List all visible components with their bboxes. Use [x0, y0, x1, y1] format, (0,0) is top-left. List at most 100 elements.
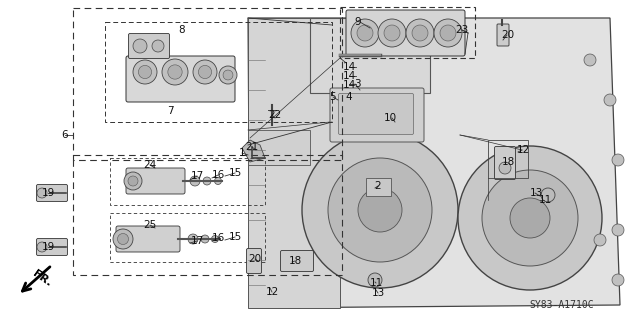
Text: 17: 17 — [190, 171, 204, 181]
Circle shape — [510, 198, 550, 238]
FancyBboxPatch shape — [497, 24, 509, 46]
Text: 20: 20 — [248, 254, 262, 264]
Circle shape — [612, 274, 624, 286]
Text: 13: 13 — [371, 288, 385, 298]
Circle shape — [612, 154, 624, 166]
FancyBboxPatch shape — [116, 226, 180, 252]
Circle shape — [198, 65, 211, 79]
Circle shape — [357, 25, 373, 41]
Bar — [73, 155, 342, 275]
FancyBboxPatch shape — [330, 88, 424, 142]
Circle shape — [193, 60, 217, 84]
Text: 23: 23 — [455, 25, 469, 35]
Circle shape — [133, 60, 157, 84]
Circle shape — [162, 59, 188, 85]
Circle shape — [211, 236, 218, 243]
Bar — [73, 8, 342, 160]
Text: 12: 12 — [517, 145, 529, 155]
Text: 14: 14 — [342, 80, 355, 90]
Circle shape — [138, 65, 152, 79]
Circle shape — [358, 188, 402, 232]
Text: 13: 13 — [529, 188, 543, 198]
Text: 19: 19 — [41, 242, 55, 252]
Circle shape — [594, 234, 606, 246]
Text: 24: 24 — [143, 160, 157, 170]
Circle shape — [434, 19, 462, 47]
FancyBboxPatch shape — [247, 249, 262, 274]
Bar — [110, 158, 265, 205]
Circle shape — [215, 178, 222, 185]
Circle shape — [604, 94, 616, 106]
Text: 1: 1 — [239, 148, 245, 158]
Circle shape — [168, 65, 182, 79]
Circle shape — [458, 146, 602, 290]
Text: 17: 17 — [190, 236, 204, 246]
Text: 5: 5 — [330, 92, 336, 102]
Text: 21: 21 — [245, 142, 259, 152]
Circle shape — [351, 19, 379, 47]
Circle shape — [37, 242, 47, 252]
FancyBboxPatch shape — [126, 56, 235, 102]
Text: 16: 16 — [211, 233, 225, 243]
Text: 20: 20 — [501, 30, 515, 40]
Polygon shape — [248, 130, 310, 165]
Polygon shape — [248, 18, 340, 308]
FancyBboxPatch shape — [129, 34, 169, 59]
Text: 25: 25 — [143, 220, 157, 230]
Text: FR.: FR. — [31, 268, 54, 288]
Bar — [110, 213, 265, 262]
Text: 7: 7 — [167, 106, 173, 116]
Text: 9: 9 — [355, 17, 361, 27]
Circle shape — [368, 273, 382, 287]
Circle shape — [188, 234, 198, 244]
Bar — [366, 178, 391, 196]
Text: 12: 12 — [266, 287, 278, 297]
Text: 14: 14 — [342, 71, 355, 81]
Circle shape — [612, 224, 624, 236]
Circle shape — [124, 172, 142, 190]
Circle shape — [37, 188, 47, 198]
Circle shape — [378, 19, 406, 47]
Text: SY83-A1710C: SY83-A1710C — [530, 300, 594, 310]
Circle shape — [190, 176, 200, 186]
Bar — [105, 22, 332, 122]
Text: 11: 11 — [369, 278, 383, 288]
Circle shape — [440, 25, 456, 41]
Circle shape — [328, 158, 432, 262]
Circle shape — [482, 170, 578, 266]
Circle shape — [201, 235, 209, 243]
Circle shape — [152, 40, 164, 52]
Circle shape — [584, 54, 596, 66]
Circle shape — [541, 188, 555, 202]
Circle shape — [219, 66, 237, 84]
Text: 19: 19 — [41, 188, 55, 198]
Text: 4: 4 — [346, 92, 352, 102]
Bar — [340, 7, 475, 58]
Text: 18: 18 — [289, 256, 302, 266]
FancyBboxPatch shape — [126, 168, 185, 194]
Circle shape — [282, 254, 298, 270]
Bar — [310, 18, 430, 93]
Text: 2: 2 — [375, 181, 382, 191]
Text: 3: 3 — [354, 79, 361, 89]
Text: 15: 15 — [229, 232, 241, 242]
Circle shape — [133, 39, 147, 53]
Circle shape — [412, 25, 428, 41]
Circle shape — [406, 19, 434, 47]
FancyBboxPatch shape — [36, 185, 68, 202]
Circle shape — [113, 229, 133, 249]
Circle shape — [302, 132, 458, 288]
Polygon shape — [248, 18, 620, 308]
Circle shape — [203, 177, 211, 185]
FancyBboxPatch shape — [280, 251, 313, 271]
Circle shape — [384, 25, 400, 41]
Text: 16: 16 — [211, 170, 225, 180]
Text: 8: 8 — [179, 25, 185, 35]
FancyBboxPatch shape — [494, 147, 515, 180]
FancyBboxPatch shape — [338, 93, 413, 134]
Circle shape — [223, 70, 233, 80]
Text: 15: 15 — [229, 168, 241, 178]
Text: 11: 11 — [538, 195, 552, 205]
Text: 10: 10 — [383, 113, 397, 123]
Text: 14: 14 — [342, 62, 355, 72]
